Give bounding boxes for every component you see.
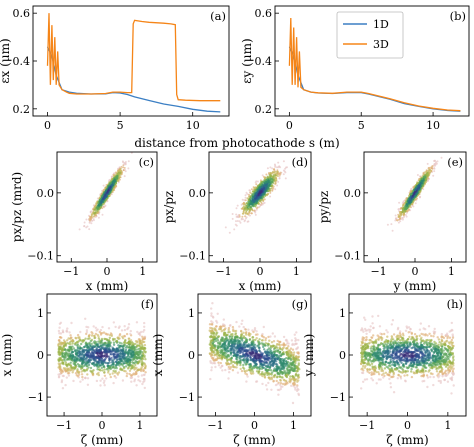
x-tick-label: 0 (251, 419, 258, 432)
x-tick-label: 0 (44, 119, 51, 132)
plot-area-e (386, 156, 443, 232)
x-tick-label: 0 (412, 265, 419, 278)
legend: 1D 3D (336, 11, 404, 59)
panel-b: 0 5 10 0.2 0.4 0.6 (b) εy (μm) (240, 5, 470, 132)
x-tick-label: 1 (136, 419, 143, 432)
y-axis-label-d: px/pz (162, 191, 176, 224)
panel-tag-b: (b) (450, 9, 466, 23)
x-tick-label: 1 (293, 265, 300, 278)
series-line-3D (46, 13, 221, 102)
y-axis-label-c: px/pz (mrd) (10, 172, 24, 242)
y-tick-label: −1 (330, 391, 346, 404)
x-tick-label: 1 (139, 265, 146, 278)
panel-e: −1 0 1 0.0 −0.1 (e) y (mm) py/pz (317, 151, 467, 293)
x-tick-label: −1 (359, 419, 375, 432)
panel-f: −1 0 1 −1 0 1 (f) ζ (mm) x (mm) (0, 293, 158, 447)
y-tick-label: −1 (28, 391, 44, 404)
series-line-3D (288, 17, 461, 112)
y-axis-label-b: εy (μm) (240, 38, 254, 83)
legend-label-3D: 3D (373, 38, 389, 51)
panel-tag-d: (d) (292, 155, 308, 169)
x-tick-label: −1 (215, 265, 231, 278)
x-axis-label-e: y (mm) (393, 279, 437, 293)
y-axis-label-a: εx (μm) (0, 38, 12, 83)
y-tick-label: −0.1 (27, 250, 54, 263)
panel-tag-h: (h) (447, 297, 463, 311)
y-axis-label-h: y (mm) (302, 334, 316, 378)
x-tick-label: 10 (426, 119, 440, 132)
plot-area-h (359, 314, 455, 395)
shared-x-axis-label: distance from photocathode s (m) (134, 136, 339, 150)
panel-tag-a: (a) (210, 9, 226, 23)
y-tick-label: 0.0 (344, 187, 362, 200)
y-tick-label: 1 (339, 307, 346, 320)
plot-area-g (208, 302, 301, 405)
x-tick-label: −1 (63, 265, 79, 278)
x-tick-label: 0 (257, 265, 264, 278)
x-tick-label: 0 (286, 119, 293, 132)
y-tick-label: 0 (37, 349, 44, 362)
x-tick-label: 5 (358, 119, 365, 132)
y-tick-label: −1 (179, 391, 195, 404)
y-tick-label: 0.2 (255, 103, 273, 116)
legend-label-1D: 1D (373, 18, 389, 31)
panel-tag-c: (c) (139, 155, 154, 169)
y-tick-label: 0.6 (255, 7, 273, 20)
panel-c: −1 0 1 0.0 −0.1 (c) x (mm) px/pz (mrd) (10, 151, 158, 293)
x-axis-label-f: ζ (mm) (81, 433, 123, 447)
x-axis-label-c: x (mm) (86, 279, 129, 293)
y-tick-label: 1 (188, 307, 195, 320)
x-tick-label: 1 (444, 419, 451, 432)
x-axis-label-d: x (mm) (239, 279, 282, 293)
x-axis-label-h: ζ (mm) (386, 433, 428, 447)
panel-a: 0 5 10 0.2 0.4 0.6 (a) εx (μm) (0, 5, 230, 132)
y-axis-label-f: x (mm) (0, 334, 14, 377)
y-tick-label: 0.4 (255, 55, 273, 68)
y-tick-label: 0 (339, 349, 346, 362)
plot-area-d (224, 160, 288, 234)
panel-tag-f: (f) (141, 297, 154, 311)
panel-tag-g: (g) (292, 297, 308, 311)
panel-h: −1 0 1 −1 0 1 (h) ζ (mm) y (mm) (302, 293, 467, 447)
y-tick-label: 1 (37, 307, 44, 320)
plot-area-a (46, 13, 221, 113)
y-tick-label: 0.0 (189, 187, 207, 200)
y-tick-label: −0.1 (179, 250, 206, 263)
y-tick-label: 0.4 (13, 55, 31, 68)
x-tick-label: 1 (290, 419, 297, 432)
x-tick-label: 0 (104, 265, 111, 278)
x-tick-label: 10 (186, 119, 200, 132)
y-axis-label-g: x (mm) (151, 334, 165, 377)
y-tick-label: −0.1 (334, 250, 361, 263)
plot-area-b (288, 17, 461, 112)
x-tick-label: 0 (99, 419, 106, 432)
panel-g: −1 0 1 −1 0 1 (g) ζ (mm) x (mm) (151, 293, 312, 447)
y-tick-label: 0.0 (37, 187, 55, 200)
x-tick-label: 0 (404, 419, 411, 432)
x-tick-label: 1 (448, 265, 455, 278)
plot-area-f (57, 317, 147, 390)
x-axis-label-g: ζ (mm) (233, 433, 275, 447)
y-axis-label-e: py/pz (317, 191, 331, 224)
x-tick-label: −1 (207, 419, 223, 432)
axes-frame-a (32, 5, 230, 117)
panel-tag-e: (e) (447, 155, 463, 169)
y-tick-label: 0.6 (13, 7, 31, 20)
x-tick-label: −1 (56, 419, 72, 432)
x-tick-label: −1 (370, 265, 386, 278)
y-tick-label: 0 (188, 349, 195, 362)
x-tick-label: 5 (117, 119, 124, 132)
y-tick-label: 0.2 (13, 103, 31, 116)
plot-area-c (78, 152, 133, 231)
series-line-1D (46, 46, 221, 113)
panel-d: −1 0 1 0.0 −0.1 (d) x (mm) px/pz (162, 151, 312, 293)
